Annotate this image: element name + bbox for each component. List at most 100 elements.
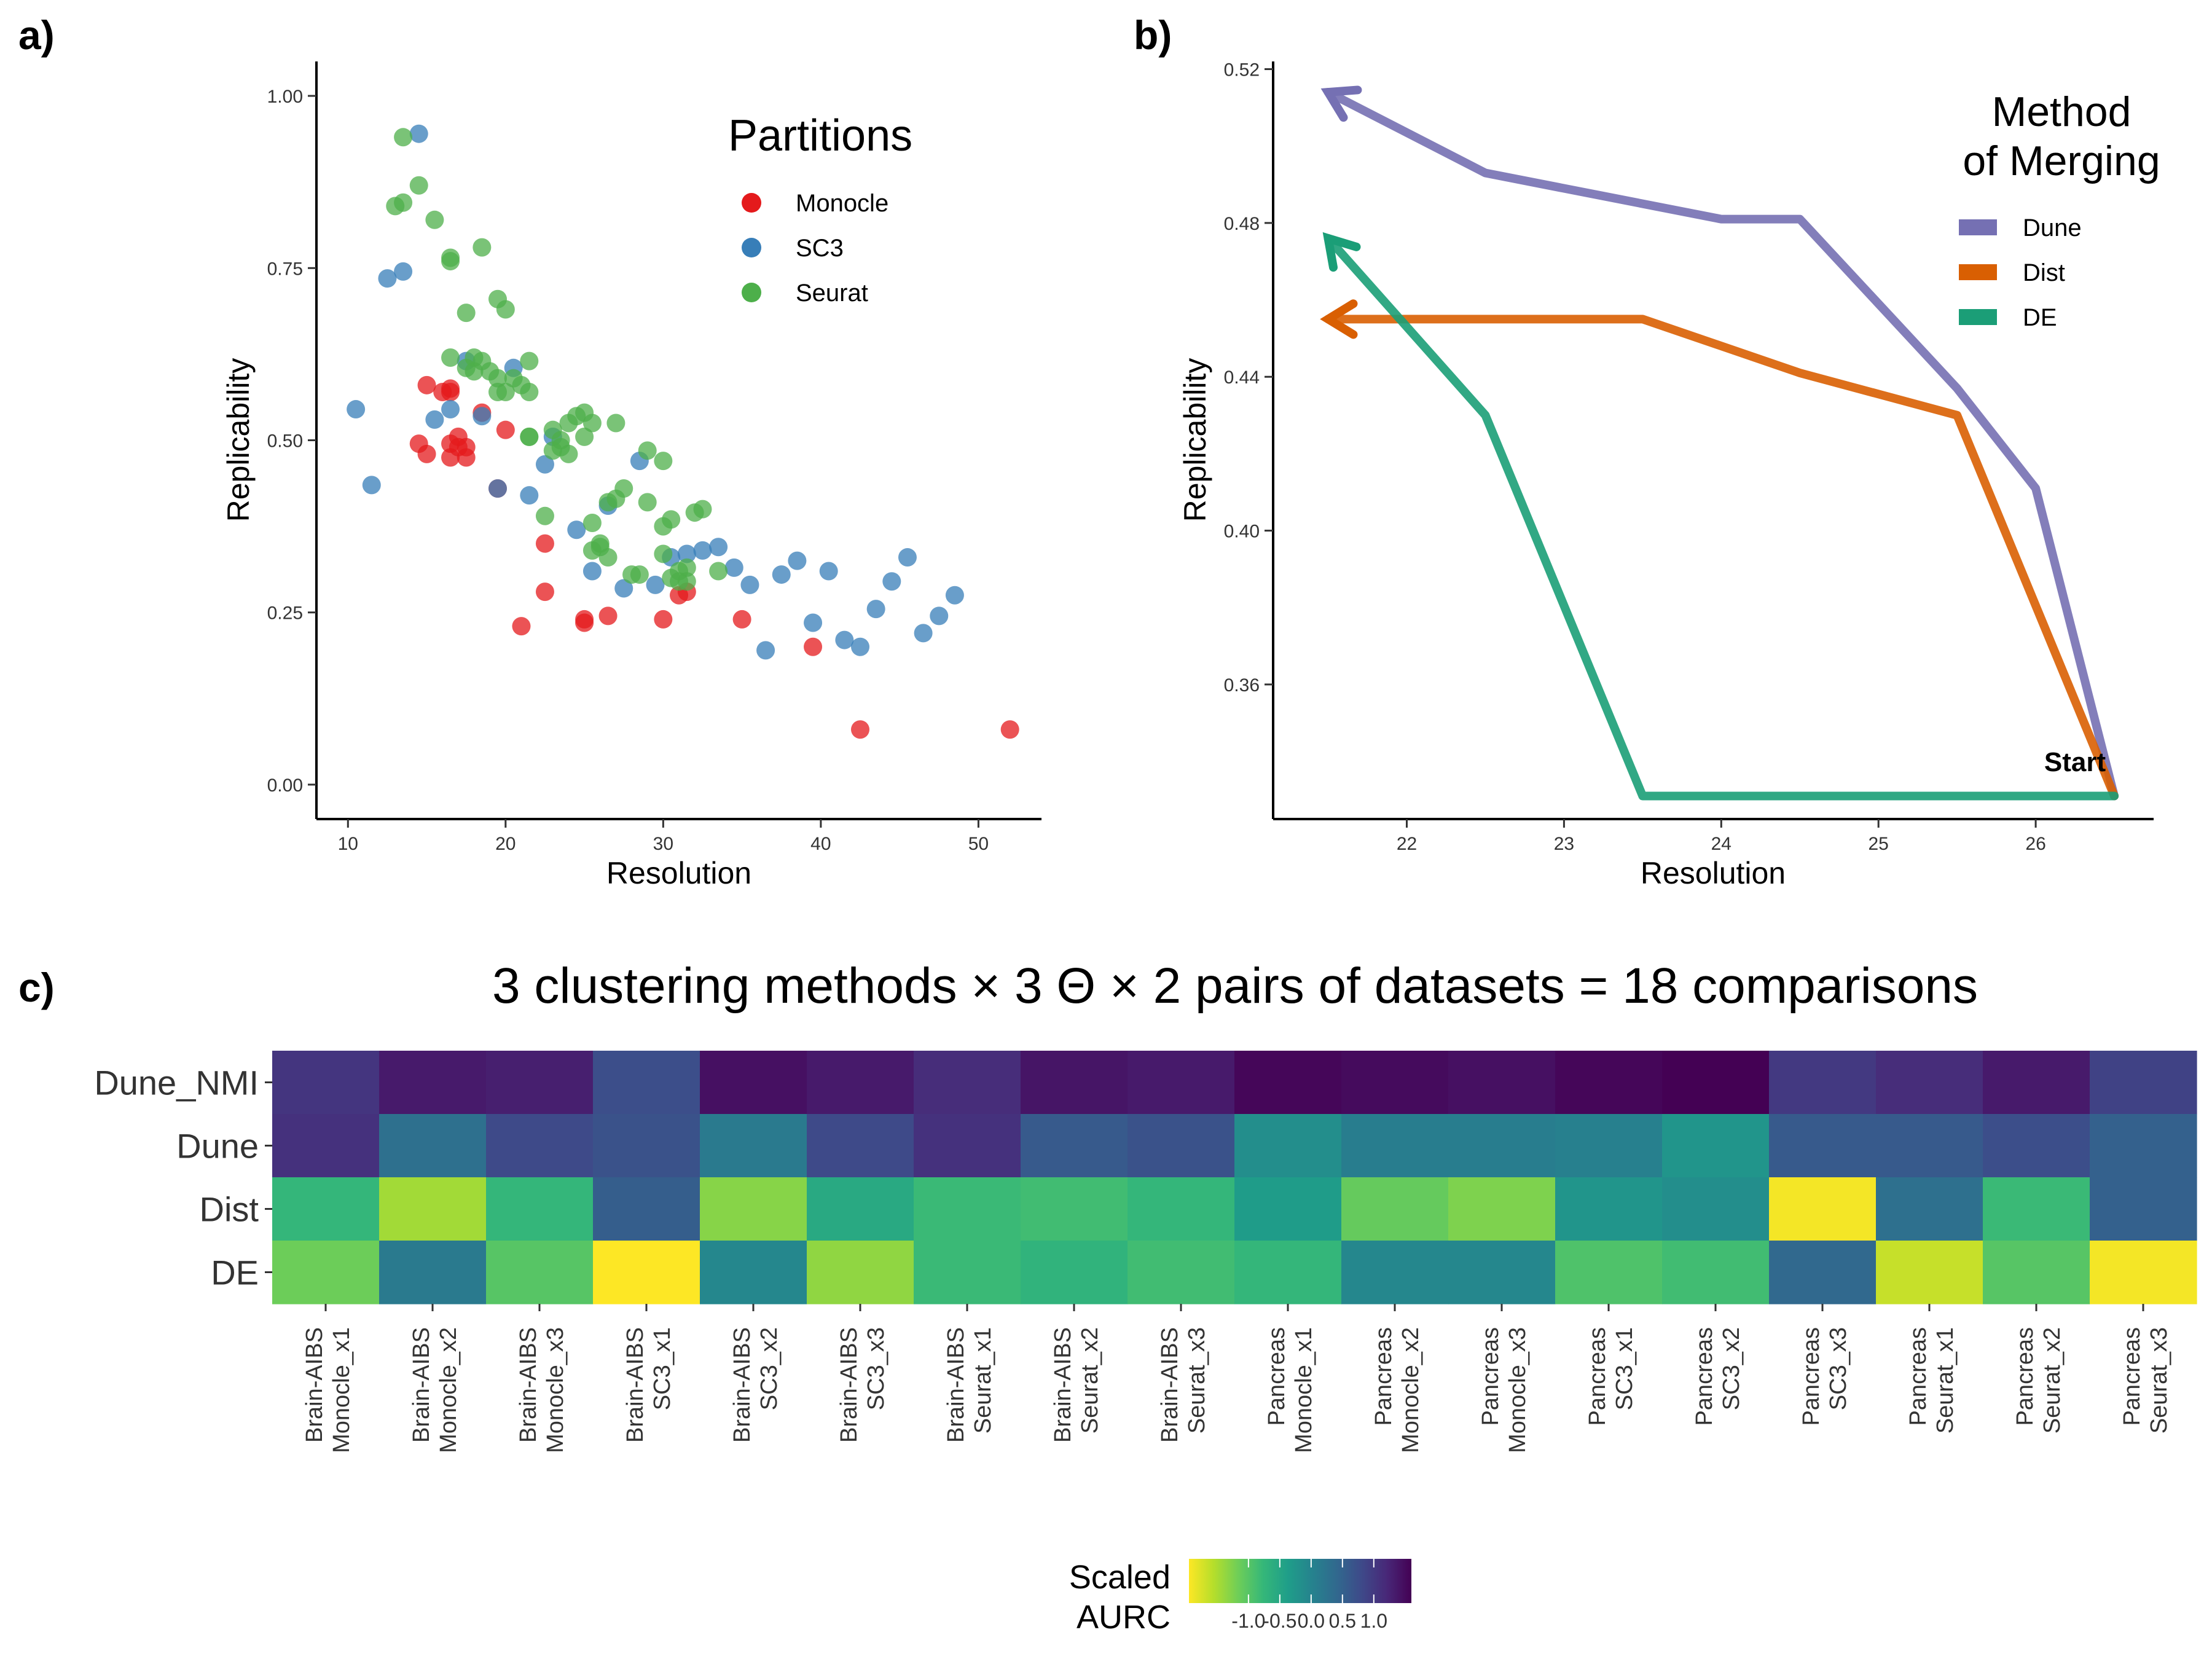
panel-a-point-sc3 [693, 541, 712, 560]
panel-a-point-seurat [709, 562, 728, 581]
heatmap-cell [1662, 1177, 1770, 1241]
panel-b-line-dune [1324, 88, 2119, 801]
heatmap-cell [1876, 1241, 1983, 1304]
panel-a-y-label: Replicability [221, 358, 256, 522]
panel-a-point-sc3 [394, 262, 413, 281]
panel-b-legend-label-dist: Dist [2023, 259, 2065, 286]
panel-a-point-seurat [598, 548, 618, 567]
panel-b-x-label: Resolution [1641, 856, 1786, 890]
heatmap-cell [379, 1114, 487, 1178]
panel-b-y-tick-label: 0.40 [1224, 522, 1260, 542]
panel-a-x-tick-label: 30 [653, 834, 673, 854]
heatmap-column-label: Pancreas Monocle_x1 [1264, 1327, 1317, 1453]
colorbar-tick-label: 1.0 [1360, 1610, 1387, 1632]
panel-a-point-seurat [535, 506, 554, 525]
heatmap-column-label-line2: Monocle_x1 [1291, 1327, 1317, 1453]
panel-a-point-seurat [520, 351, 539, 371]
panel-a-point-monocle [496, 420, 515, 439]
heatmap-cell [1234, 1177, 1342, 1241]
heatmap-cell [1128, 1114, 1235, 1178]
heatmap-column-label: Pancreas Monocle_x2 [1371, 1327, 1424, 1453]
heatmap-column-label-line2: SC3_x3 [1826, 1327, 1851, 1410]
heatmap-cell [1128, 1177, 1235, 1241]
panel-a-point-sc3 [567, 520, 586, 539]
panel-b-y-tick-label: 0.48 [1224, 214, 1260, 234]
panel-a-point-monocle [654, 610, 673, 629]
colorbar-tick-label: 0.5 [1329, 1610, 1356, 1632]
panel-b-start-annotation: Start [2044, 747, 2106, 777]
heatmap-column-label: Pancreas Seurat_x3 [2119, 1327, 2172, 1433]
panel-a-label: a) [18, 12, 55, 58]
panel-a-point-monocle [417, 375, 436, 394]
heatmap-column-label-line1: Brain-AIBS [943, 1327, 969, 1443]
panel-a-point-monocle [457, 448, 476, 467]
panel-c-colorbar-legend: Scaled AURC -1.0-0.5 0.0 0.5 1.0 [1069, 1559, 1411, 1636]
heatmap-column-label: Brain-AIBS Monocle_x1 [302, 1327, 355, 1453]
heatmap-column-label-line2: SC3_x1 [649, 1327, 675, 1410]
panel-a-point-sc3 [740, 575, 759, 594]
panel-a-point-seurat [654, 544, 673, 563]
heatmap-cell [1448, 1241, 1556, 1304]
panel-a-point-seurat [457, 304, 476, 323]
panel-b-arrow-de [1322, 232, 1361, 272]
panel-a-point-seurat [394, 193, 413, 212]
heatmap-cell [593, 1177, 700, 1241]
heatmap-column-label: Brain-AIBS Seurat_x1 [943, 1327, 996, 1443]
heatmap-column-label-line2: Monocle_x2 [1398, 1327, 1424, 1453]
panel-b-line-de [1324, 233, 2119, 801]
heatmap-column-label-line2: SC3_x3 [863, 1327, 889, 1410]
heatmap-column-label-line2: SC3_x2 [756, 1327, 782, 1410]
heatmap-cell [1555, 1241, 1663, 1304]
heatmap-cell [1555, 1051, 1663, 1115]
heatmap-cell [700, 1177, 807, 1241]
colorbar-tick-label: 0.0 [1298, 1610, 1325, 1632]
panel-b-y-tick-label: 0.52 [1224, 60, 1260, 80]
panel-a-point-monocle [535, 582, 554, 602]
panel-a-point-seurat [559, 444, 578, 463]
heatmap-column-label: Pancreas Seurat_x2 [2012, 1327, 2065, 1433]
panel-a-point-seurat [520, 383, 539, 402]
heatmap-cell [1341, 1177, 1449, 1241]
panel-a-point-monocle [1000, 720, 1019, 739]
heatmap-column-label-line2: Seurat_x3 [2146, 1327, 2172, 1433]
heatmap-column-label-line1: Pancreas [1478, 1327, 1504, 1426]
panel-a-point-sc3 [756, 641, 775, 660]
heatmap-cell [1128, 1051, 1235, 1115]
panel-a-point-sc3 [724, 558, 743, 577]
heatmap-row-label: Dune [176, 1127, 259, 1166]
heatmap-cell [379, 1177, 487, 1241]
panel-c-legend-title-line2: AURC [1077, 1599, 1171, 1636]
heatmap-cell [2090, 1051, 2197, 1115]
panel-a-point-seurat [638, 493, 657, 512]
panel-a-point-monocle [851, 720, 869, 739]
panel-a-point-seurat [693, 500, 712, 519]
panel-a-point-seurat [441, 348, 460, 367]
panel-a-point-sc3 [441, 400, 460, 419]
colorbar-tick-label: -0.5 [1263, 1610, 1296, 1632]
heatmap-cell [1341, 1241, 1449, 1304]
panel-a-point-sc3 [378, 269, 397, 288]
panel-a-point-sc3 [520, 486, 539, 505]
heatmap-column-label-line2: Seurat_x2 [2039, 1327, 2065, 1433]
panel-a-legend-key-sc3 [742, 238, 761, 257]
panel-a-point-sc3 [930, 606, 949, 626]
heatmap-cell [1021, 1177, 1128, 1241]
heatmap-cell [1983, 1051, 2090, 1115]
heatmap-cell [1341, 1051, 1449, 1115]
heatmap-cell [807, 1114, 914, 1178]
heatmap-cell [1448, 1114, 1556, 1178]
panel-c-colorbar [1189, 1559, 1411, 1603]
panel-a-point-seurat [488, 369, 507, 388]
heatmap-cell [1983, 1241, 2090, 1304]
panel-a-legend-key-seurat [742, 283, 761, 302]
panel-a-point-sc3 [362, 476, 381, 495]
panel-c-legend-title-line1: Scaled [1069, 1559, 1171, 1596]
heatmap-cell [807, 1241, 914, 1304]
heatmap-cell [593, 1114, 700, 1178]
panel-a-y-tick-label: 0.00 [267, 775, 303, 796]
panel-a-point-seurat [638, 441, 657, 460]
panel-a-point-monocle [512, 617, 531, 636]
panel-a-point-sc3 [819, 562, 838, 581]
heatmap-column-label: Brain-AIBS SC3_x1 [622, 1327, 675, 1443]
heatmap-column-label-line1: Brain-AIBS [409, 1327, 434, 1443]
